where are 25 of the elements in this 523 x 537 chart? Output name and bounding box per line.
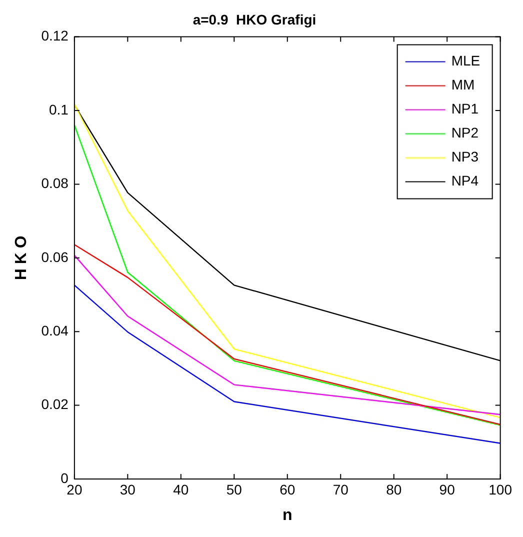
x-tick-label: 100 [488,481,512,498]
y-tick-label: 0.04 [41,322,69,338]
y-tick-label: 0.08 [41,175,69,192]
y-tick-label: 0.06 [41,248,69,265]
x-tick-label: 90 [439,481,456,498]
x-tick-label: 70 [332,481,349,498]
x-tick-label: 40 [173,481,189,498]
x-tick-label: 20 [66,481,82,498]
legend-label: MM [451,76,475,93]
legend-label: NP4 [451,172,479,189]
y-tick-label: 0.02 [41,396,69,412]
y-tick-label: 0 [60,470,69,486]
y-tick-label: 0.1 [48,101,69,118]
chart-title: a=0.9 HKO Grafigi [192,11,316,28]
y-tick-label: 0.12 [41,28,69,44]
y-axis-title: H K O [13,236,30,280]
legend-label: NP3 [451,148,479,165]
x-tick-label: 30 [120,481,136,498]
x-tick-label: 60 [280,481,296,498]
legend-label: NP1 [451,100,479,117]
legend-label: MLE [451,52,480,69]
x-tick-label: 50 [226,481,242,498]
x-tick-label: 80 [386,481,402,498]
legend-label: NP2 [451,124,479,141]
x-axis-title: n [282,506,292,524]
